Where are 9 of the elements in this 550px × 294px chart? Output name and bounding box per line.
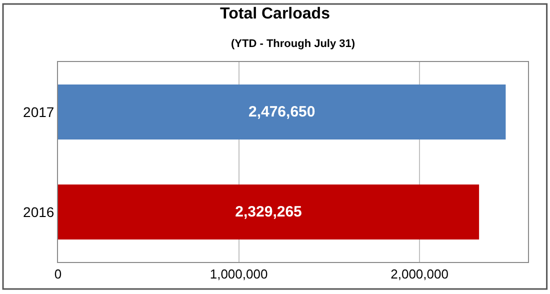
x-tick-label: 0 (54, 266, 62, 282)
data-label: 2,329,265 (235, 204, 302, 220)
x-tick-label: 2,000,000 (390, 266, 448, 282)
data-label: 2,476,650 (248, 104, 316, 120)
x-tick-label: 1,000,000 (210, 266, 268, 282)
chart-subtitle: (YTD - Through July 31) (231, 38, 356, 50)
y-tick-label: 2017 (23, 104, 54, 120)
chart-title: Total Carloads (220, 6, 330, 23)
y-tick-label: 2016 (23, 204, 54, 220)
